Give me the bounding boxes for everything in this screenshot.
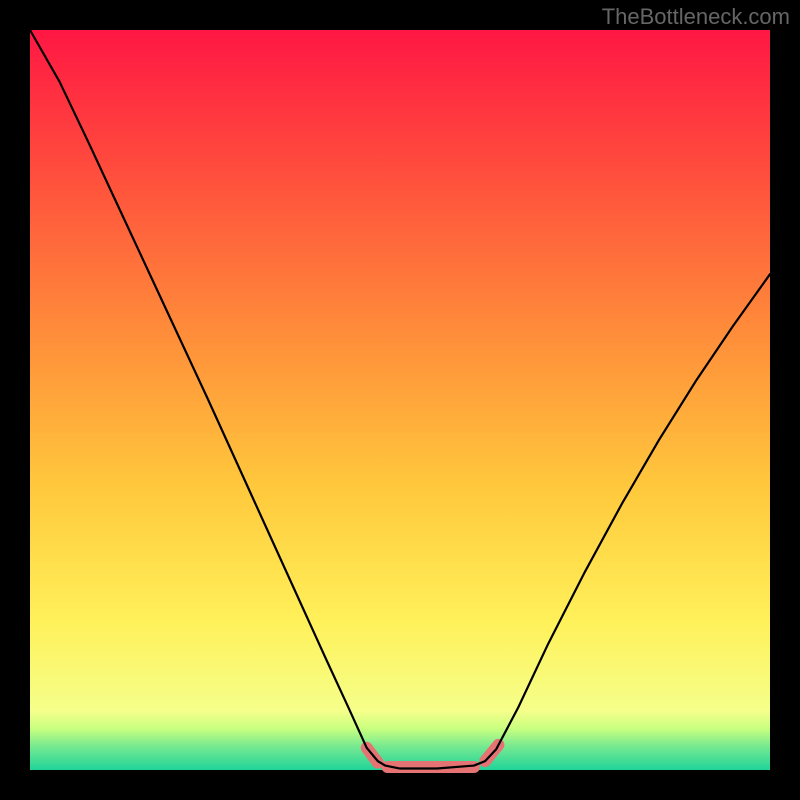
bottleneck-curve-layer — [30, 30, 770, 770]
plot-area — [30, 30, 770, 770]
bottleneck-curve — [30, 30, 770, 769]
watermark-text: TheBottleneck.com — [602, 4, 790, 30]
